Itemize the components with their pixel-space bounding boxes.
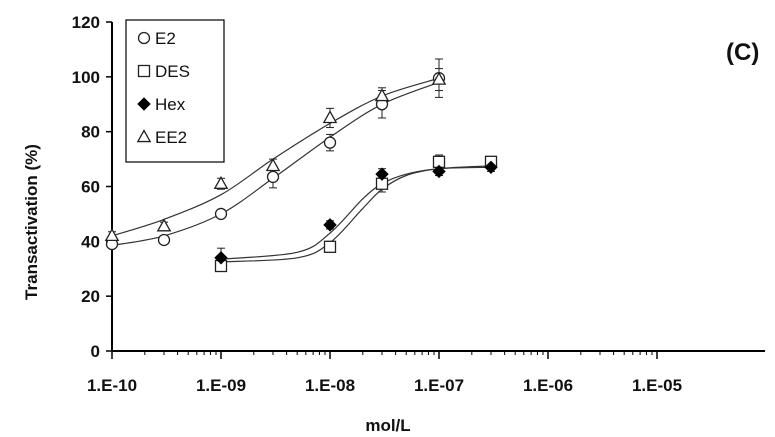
axes: 0 20 40 60 80 100 120 1.E-10 1.E-09 1.E-08 1.E-07 1… [72,13,765,395]
x-tick-label: 1.E-09 [196,376,246,395]
marker-hex [214,251,228,265]
fit-curve-hex [220,166,492,260]
legend-label-hex: Hex [155,95,186,114]
marker-e2 [323,136,337,149]
marker-e2 [157,233,171,247]
marker-des [323,240,337,253]
marker-ee2 [431,71,447,85]
panel-label: (C) [726,39,759,66]
marker-e2 [266,170,280,184]
marker-hex [432,164,446,179]
marker-e2 [214,207,228,221]
marker-hex [484,160,498,175]
legend-marker-e2 [137,31,151,45]
x-tick-label: 1.E-10 [87,376,137,395]
legend-label-des: DES [155,62,190,81]
marker-hex [323,218,337,232]
y-tick-label: 80 [81,123,100,142]
legend-marker-ee2 [136,129,152,143]
legend-label-ee2: EE2 [155,128,187,147]
y-tick-label: 40 [81,232,100,251]
legend-marker-des [137,64,151,78]
x-tick-label: 1.E-07 [414,376,464,395]
marker-ee2 [213,175,229,189]
x-tick-label: 1.E-05 [632,376,682,395]
data-markers [104,71,498,273]
y-tick-label: 0 [91,342,100,361]
y-tick-label: 20 [81,287,100,306]
legend-label-e2: E2 [155,29,176,48]
marker-ee2 [156,218,172,232]
y-tick-label: 100 [72,68,100,87]
x-tick-label: 1.E-06 [523,376,573,395]
y-tick-label: 60 [81,178,100,197]
marker-hex [375,167,389,181]
legend-marker-hex [137,97,151,111]
x-tick-label: 1.E-08 [305,376,355,395]
marker-ee2 [374,88,390,102]
marker-ee2 [104,228,120,242]
y-axis-title: Transactivation (%) [22,144,41,300]
x-axis-title: mol/L [365,416,410,435]
y-tick-label: 120 [72,13,100,32]
fit-curve-des [220,165,492,263]
marker-ee2 [265,158,281,172]
legend: E2 DES Hex EE2 [125,19,225,163]
marker-ee2 [322,110,338,124]
